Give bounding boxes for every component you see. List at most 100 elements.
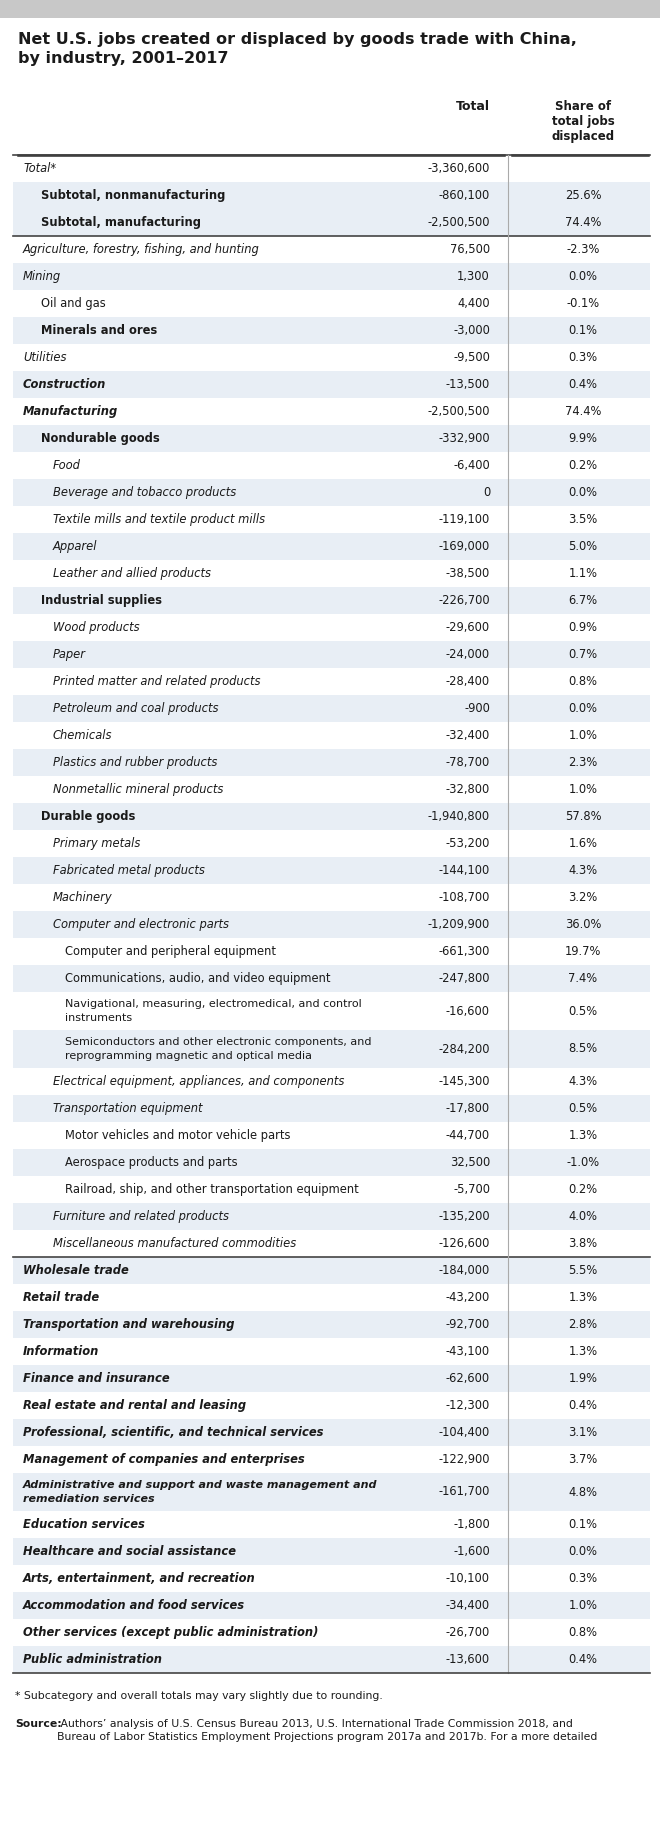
- Bar: [13, 1364, 650, 1392]
- Text: -32,400: -32,400: [446, 729, 490, 742]
- Text: 3.1%: 3.1%: [568, 1427, 597, 1440]
- Text: 1.0%: 1.0%: [568, 729, 597, 742]
- Text: Manufacturing: Manufacturing: [23, 405, 118, 418]
- Text: 5.0%: 5.0%: [568, 539, 597, 552]
- Text: Healthcare and social assistance: Healthcare and social assistance: [23, 1545, 236, 1557]
- Text: Agriculture, forestry, fishing, and hunting: Agriculture, forestry, fishing, and hunt…: [23, 243, 260, 256]
- Text: Communications, audio, and video equipment: Communications, audio, and video equipme…: [65, 972, 331, 985]
- Text: 0.1%: 0.1%: [568, 324, 597, 337]
- Text: -43,200: -43,200: [446, 1291, 490, 1303]
- Text: Wood products: Wood products: [53, 620, 140, 633]
- Bar: [13, 1473, 650, 1511]
- Text: Finance and insurance: Finance and insurance: [23, 1372, 170, 1384]
- Text: 0.3%: 0.3%: [568, 1572, 597, 1585]
- Text: Transportation and warehousing: Transportation and warehousing: [23, 1318, 234, 1331]
- Text: 0.0%: 0.0%: [568, 1545, 597, 1557]
- Text: -144,100: -144,100: [439, 863, 490, 876]
- Bar: [13, 1202, 650, 1230]
- Text: 1.0%: 1.0%: [568, 782, 597, 795]
- Text: 4.3%: 4.3%: [568, 863, 597, 876]
- Text: -284,200: -284,200: [438, 1042, 490, 1055]
- Text: Share of
total jobs
displaced: Share of total jobs displaced: [552, 99, 614, 144]
- Bar: [13, 830, 650, 858]
- Text: remediation services: remediation services: [23, 1495, 154, 1504]
- Text: 3.2%: 3.2%: [568, 891, 597, 904]
- Text: -38,500: -38,500: [446, 567, 490, 580]
- Text: 1.3%: 1.3%: [568, 1346, 597, 1359]
- Bar: [13, 1068, 650, 1095]
- Text: Paper: Paper: [53, 648, 86, 661]
- Bar: [13, 884, 650, 911]
- Text: Electrical equipment, appliances, and components: Electrical equipment, appliances, and co…: [53, 1075, 345, 1088]
- Bar: [13, 560, 650, 587]
- Text: -1,940,800: -1,940,800: [428, 810, 490, 823]
- Text: 5.5%: 5.5%: [568, 1265, 597, 1278]
- Text: 74.4%: 74.4%: [565, 405, 601, 418]
- Text: instruments: instruments: [65, 1013, 132, 1024]
- Text: -161,700: -161,700: [439, 1486, 490, 1499]
- Text: -17,800: -17,800: [446, 1103, 490, 1116]
- Text: Professional, scientific, and technical services: Professional, scientific, and technical …: [23, 1427, 323, 1440]
- Bar: [13, 668, 650, 696]
- Text: Wholesale trade: Wholesale trade: [23, 1265, 129, 1278]
- Text: Aerospace products and parts: Aerospace products and parts: [65, 1156, 238, 1169]
- Text: Total: Total: [456, 99, 490, 112]
- Text: -1.0%: -1.0%: [566, 1156, 599, 1169]
- Text: 1.6%: 1.6%: [568, 838, 597, 851]
- Bar: [13, 1121, 650, 1149]
- Bar: [13, 858, 650, 884]
- Text: -24,000: -24,000: [446, 648, 490, 661]
- Text: Minerals and ores: Minerals and ores: [41, 324, 157, 337]
- Text: Miscellaneous manufactured commodities: Miscellaneous manufactured commodities: [53, 1237, 296, 1250]
- Text: 19.7%: 19.7%: [565, 944, 601, 957]
- Text: Printed matter and related products: Printed matter and related products: [53, 676, 261, 689]
- Bar: [13, 965, 650, 992]
- Text: -5,700: -5,700: [453, 1184, 490, 1197]
- Text: Beverage and tobacco products: Beverage and tobacco products: [53, 486, 236, 499]
- Text: -2,500,500: -2,500,500: [428, 215, 490, 228]
- Text: Nondurable goods: Nondurable goods: [41, 433, 160, 446]
- Bar: [13, 398, 650, 425]
- Text: -43,100: -43,100: [446, 1346, 490, 1359]
- Text: Subtotal, manufacturing: Subtotal, manufacturing: [41, 215, 201, 228]
- Bar: [13, 615, 650, 641]
- Bar: [13, 372, 650, 398]
- Text: Net U.S. jobs created or displaced by goods trade with China,
by industry, 2001–: Net U.S. jobs created or displaced by go…: [18, 31, 577, 66]
- Text: 4.3%: 4.3%: [568, 1075, 597, 1088]
- Text: 0: 0: [482, 486, 490, 499]
- Text: Subtotal, nonmanufacturing: Subtotal, nonmanufacturing: [41, 190, 225, 203]
- Bar: [0, 0, 660, 18]
- Text: Public administration: Public administration: [23, 1653, 162, 1666]
- Text: Source:: Source:: [15, 1719, 62, 1729]
- Text: -169,000: -169,000: [439, 539, 490, 552]
- Text: 57.8%: 57.8%: [565, 810, 601, 823]
- Text: -26,700: -26,700: [446, 1626, 490, 1638]
- Text: Computer and peripheral equipment: Computer and peripheral equipment: [65, 944, 276, 957]
- Text: -1,800: -1,800: [453, 1519, 490, 1532]
- Text: * Subcategory and overall totals may vary slightly due to rounding.: * Subcategory and overall totals may var…: [15, 1692, 383, 1701]
- Text: 8.5%: 8.5%: [568, 1042, 597, 1055]
- Text: 0.5%: 0.5%: [568, 1103, 597, 1116]
- Bar: [13, 155, 650, 182]
- Text: 1.1%: 1.1%: [568, 567, 597, 580]
- Bar: [13, 641, 650, 668]
- Text: -145,300: -145,300: [438, 1075, 490, 1088]
- Bar: [13, 1338, 650, 1364]
- Text: -332,900: -332,900: [438, 433, 490, 446]
- Text: 25.6%: 25.6%: [565, 190, 601, 203]
- Text: -126,600: -126,600: [439, 1237, 490, 1250]
- Bar: [13, 182, 650, 210]
- Text: 2.8%: 2.8%: [568, 1318, 597, 1331]
- Bar: [13, 210, 650, 236]
- Bar: [13, 1646, 650, 1673]
- Bar: [13, 1311, 650, 1338]
- Bar: [13, 1537, 650, 1565]
- Text: 0.8%: 0.8%: [568, 676, 597, 689]
- Text: Computer and electronic parts: Computer and electronic parts: [53, 919, 229, 932]
- Text: Motor vehicles and motor vehicle parts: Motor vehicles and motor vehicle parts: [65, 1129, 290, 1141]
- Text: -1,600: -1,600: [453, 1545, 490, 1557]
- Text: -247,800: -247,800: [438, 972, 490, 985]
- Text: -661,300: -661,300: [439, 944, 490, 957]
- Text: Machinery: Machinery: [53, 891, 113, 904]
- Text: Construction: Construction: [23, 377, 106, 390]
